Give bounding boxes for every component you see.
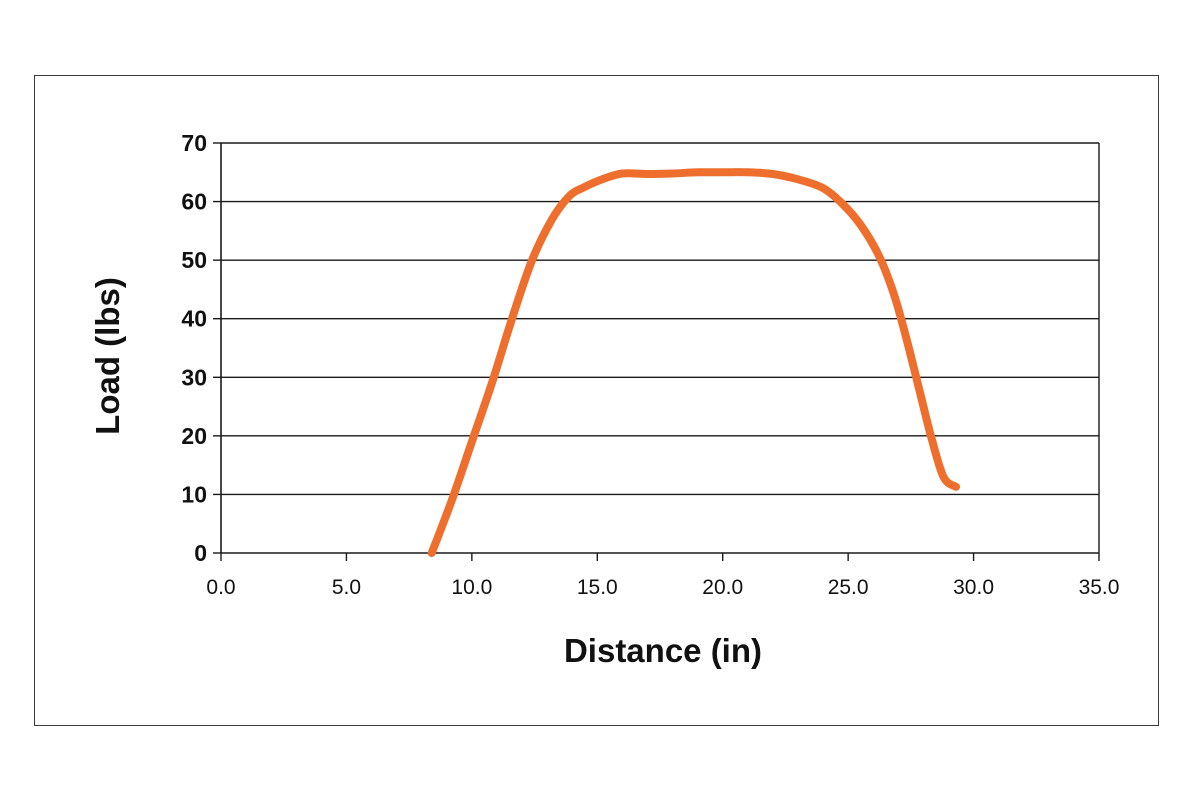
y-axis-title: Load (lbs) — [89, 277, 126, 435]
x-tick-label-10.0: 10.0 — [451, 576, 492, 599]
gridlines — [221, 142, 1100, 553]
axes — [213, 142, 1100, 561]
x-tick-label-25.0: 25.0 — [828, 576, 869, 599]
x-tick-label-30.0: 30.0 — [953, 576, 994, 599]
y-tick-label-20: 20 — [181, 423, 207, 449]
y-tick-labels: 0 10 20 30 40 50 60 70 — [181, 130, 207, 566]
y-tick-label-0: 0 — [194, 540, 207, 566]
x-tick-label-0.0: 0.0 — [206, 576, 235, 599]
x-tick-label-20.0: 20.0 — [702, 576, 743, 599]
series-lines — [427, 168, 960, 557]
y-tick-label-60: 60 — [181, 189, 207, 215]
x-tick-label-35.0: 35.0 — [1079, 576, 1120, 599]
series-line-0 — [427, 168, 960, 557]
y-tick-label-40: 40 — [181, 306, 207, 332]
y-tick-label-30: 30 — [181, 364, 207, 390]
y-tick-label-50: 50 — [181, 247, 207, 273]
y-tick-label-10: 10 — [181, 481, 207, 507]
y-tick-label-70: 70 — [181, 130, 207, 156]
x-tick-labels: 0.0 5.0 10.0 15.0 20.0 25.0 30.0 35.0 — [206, 576, 1119, 599]
x-tick-label-5.0: 5.0 — [332, 576, 361, 599]
x-axis-title: Distance (in) — [564, 632, 762, 669]
x-tick-label-15.0: 15.0 — [577, 576, 618, 599]
